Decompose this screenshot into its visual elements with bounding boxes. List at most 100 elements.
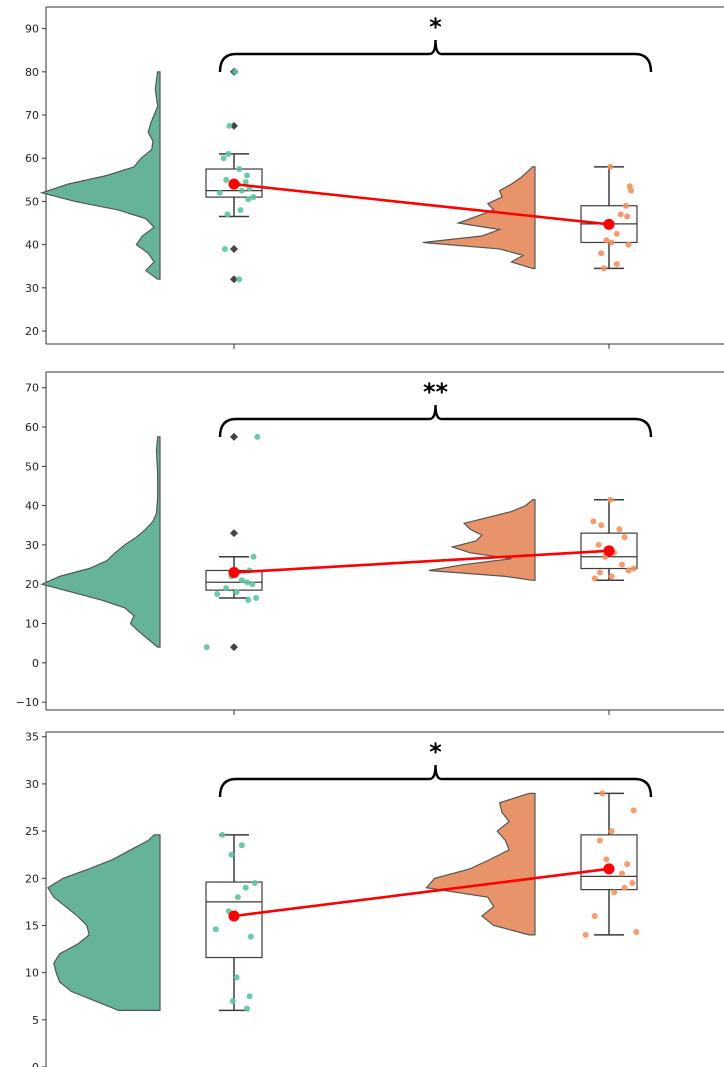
y-tick-label: 70: [25, 109, 39, 122]
y-tick-label: 70: [25, 382, 39, 395]
group-b-jitter-point: [591, 913, 598, 920]
group-a-jitter-point: [203, 644, 210, 651]
significance-label: *: [429, 738, 442, 766]
group-a-outlier: [230, 275, 238, 284]
group-b-jitter-point: [607, 163, 614, 170]
y-tick-label: 0: [32, 1061, 39, 1067]
panel-bottom: 0 5 10 15 20 25 30 35 *: [25, 731, 724, 1067]
group-a-jitter-point: [226, 122, 233, 129]
group-b-jitter-point: [621, 534, 628, 541]
group-b-jitter-point: [616, 526, 623, 533]
y-tick-label: 35: [25, 731, 39, 744]
group-a-violin: [39, 71, 161, 280]
group-a-outlier: [230, 529, 238, 538]
group-a-jitter-point: [236, 166, 243, 173]
group-b-jitter-point: [598, 250, 605, 257]
significance-bracket: [218, 39, 653, 73]
group-b-jitter-point: [603, 856, 610, 863]
group-b-jitter-point: [617, 211, 624, 218]
group-b-jitter-point: [633, 929, 640, 936]
group-b-jitter-point: [613, 230, 620, 237]
group-a-jitter-point: [242, 884, 249, 891]
panel-middle: −10 0 10 20 30 40 50 60 70 **: [16, 371, 724, 715]
group-b-jitter-point: [628, 187, 635, 194]
group-a-jitter-point: [254, 433, 261, 440]
group-b-jitter-point: [598, 522, 605, 529]
group-b-jitter-point: [582, 931, 589, 938]
group-b-jitter-point: [621, 884, 628, 891]
group-a-jitter-point: [225, 150, 232, 157]
significance-bracket: [218, 404, 653, 438]
y-tick-label: 90: [25, 23, 39, 36]
y-tick-label: 30: [25, 539, 39, 552]
group-b-jitter-point: [625, 567, 632, 574]
group-a-jitter-point: [245, 596, 252, 603]
group-b-jitter-point: [595, 541, 602, 548]
group-a-jitter-point: [220, 155, 227, 162]
mean-line: [233, 182, 610, 226]
mean-marker-b: [603, 218, 615, 230]
y-tick-label: 80: [25, 66, 39, 79]
group-b-jitter-point: [596, 569, 603, 576]
group-a-jitter-point: [244, 172, 250, 179]
group-b-jitter-point: [622, 202, 629, 209]
group-a-jitter-point: [223, 176, 230, 183]
group-b-jitter-point: [625, 241, 632, 248]
group-b-jitter-point: [608, 573, 615, 580]
y-tick-label: 5: [32, 1014, 39, 1027]
group-a-outlier: [230, 244, 238, 253]
group-a-jitter-point: [228, 851, 235, 858]
y-tick-label: 30: [25, 778, 39, 791]
mean-marker-a: [228, 910, 240, 922]
group-a-jitter-point: [229, 997, 236, 1004]
mean-line: [233, 867, 610, 918]
group-a-jitter-point: [253, 594, 260, 601]
mean-marker-a: [228, 566, 240, 578]
group-b-jitter-point: [624, 213, 631, 220]
y-tick-label: 15: [25, 919, 39, 932]
group-a-jitter-point: [216, 189, 223, 196]
panel-top: 20 30 40 50 60 70 80 90 *: [25, 6, 724, 349]
significance-label: **: [423, 378, 449, 406]
y-tick-label: 10: [25, 618, 39, 631]
y-tick-label: −10: [16, 696, 39, 709]
group-a-violin: [40, 436, 161, 648]
group-b-jitter-point: [596, 837, 603, 844]
group-a-jitter-point: [242, 178, 249, 185]
group-b-jitter-point: [613, 261, 620, 268]
group-a-jitter-point: [237, 207, 244, 214]
group-b-jitter-point: [619, 870, 625, 877]
y-tick-label: 20: [25, 578, 39, 591]
y-tick-label: 50: [25, 460, 39, 473]
mean-marker-a: [228, 178, 240, 190]
group-b-jitter-point: [629, 879, 636, 886]
group-a-jitter-point: [232, 68, 239, 75]
group-b-violin: [428, 499, 536, 581]
group-a-jitter-point: [221, 245, 228, 252]
group-a-jitter-point: [234, 894, 241, 901]
group-b-jitter-point: [630, 807, 637, 814]
y-tick-label: 20: [25, 872, 39, 885]
group-b-jitter-point: [611, 889, 618, 896]
group-b-violin: [425, 792, 536, 936]
group-b-jitter-point: [630, 565, 637, 572]
group-a-jitter-point: [246, 993, 253, 1000]
group-b-jitter-point: [599, 790, 606, 797]
mean-marker-b: [603, 545, 615, 557]
group-b-jitter-point: [607, 496, 614, 503]
group-a-jitter-point: [238, 842, 245, 849]
y-tick-label: 60: [25, 152, 39, 165]
group-a-outlier: [230, 121, 238, 130]
group-a-jitter-point: [219, 831, 226, 838]
group-a-jitter-point: [250, 553, 257, 560]
group-a-jitter-point: [251, 879, 258, 886]
y-tick-label: 0: [32, 657, 39, 670]
group-a-box: [205, 168, 263, 198]
group-b-jitter-point: [608, 828, 615, 835]
y-tick-label: 60: [25, 421, 39, 434]
group-b-jitter-point: [600, 265, 607, 272]
group-b-violin: [422, 166, 536, 269]
significance-label: *: [429, 13, 442, 41]
group-a-jitter-point: [233, 974, 240, 981]
